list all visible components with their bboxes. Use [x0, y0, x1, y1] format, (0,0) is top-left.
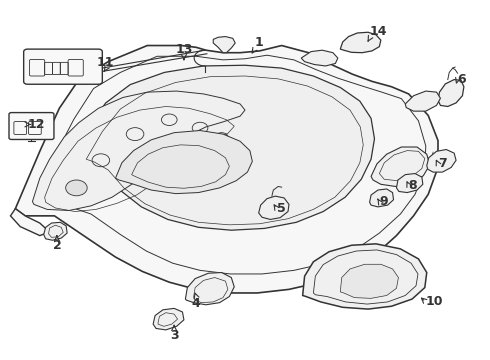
- Polygon shape: [44, 222, 67, 240]
- Polygon shape: [259, 196, 289, 220]
- Polygon shape: [340, 32, 381, 53]
- Text: 5: 5: [277, 202, 286, 215]
- Polygon shape: [213, 37, 235, 53]
- Polygon shape: [396, 174, 423, 193]
- Polygon shape: [116, 131, 252, 194]
- Text: 9: 9: [379, 195, 388, 208]
- Text: 12: 12: [27, 118, 45, 131]
- FancyBboxPatch shape: [24, 49, 102, 84]
- Text: 7: 7: [438, 157, 447, 170]
- Polygon shape: [153, 309, 184, 330]
- Ellipse shape: [66, 180, 87, 196]
- Text: 11: 11: [97, 56, 115, 69]
- Polygon shape: [32, 91, 245, 211]
- Text: 4: 4: [192, 297, 200, 310]
- Polygon shape: [405, 91, 441, 111]
- FancyBboxPatch shape: [9, 113, 54, 139]
- Polygon shape: [15, 45, 438, 293]
- Text: 8: 8: [409, 179, 417, 192]
- Polygon shape: [10, 209, 49, 235]
- Polygon shape: [340, 264, 398, 298]
- Polygon shape: [438, 80, 464, 107]
- Polygon shape: [303, 244, 427, 309]
- Text: 6: 6: [458, 73, 466, 86]
- Polygon shape: [427, 149, 456, 172]
- Polygon shape: [69, 65, 374, 230]
- Text: 2: 2: [52, 239, 61, 252]
- Polygon shape: [369, 189, 393, 207]
- Text: 13: 13: [175, 43, 193, 56]
- Text: 3: 3: [170, 329, 178, 342]
- Text: 10: 10: [426, 296, 443, 309]
- Text: 14: 14: [369, 25, 387, 39]
- Polygon shape: [371, 147, 430, 186]
- Text: 1: 1: [255, 36, 264, 49]
- Polygon shape: [185, 273, 234, 305]
- Polygon shape: [301, 50, 338, 66]
